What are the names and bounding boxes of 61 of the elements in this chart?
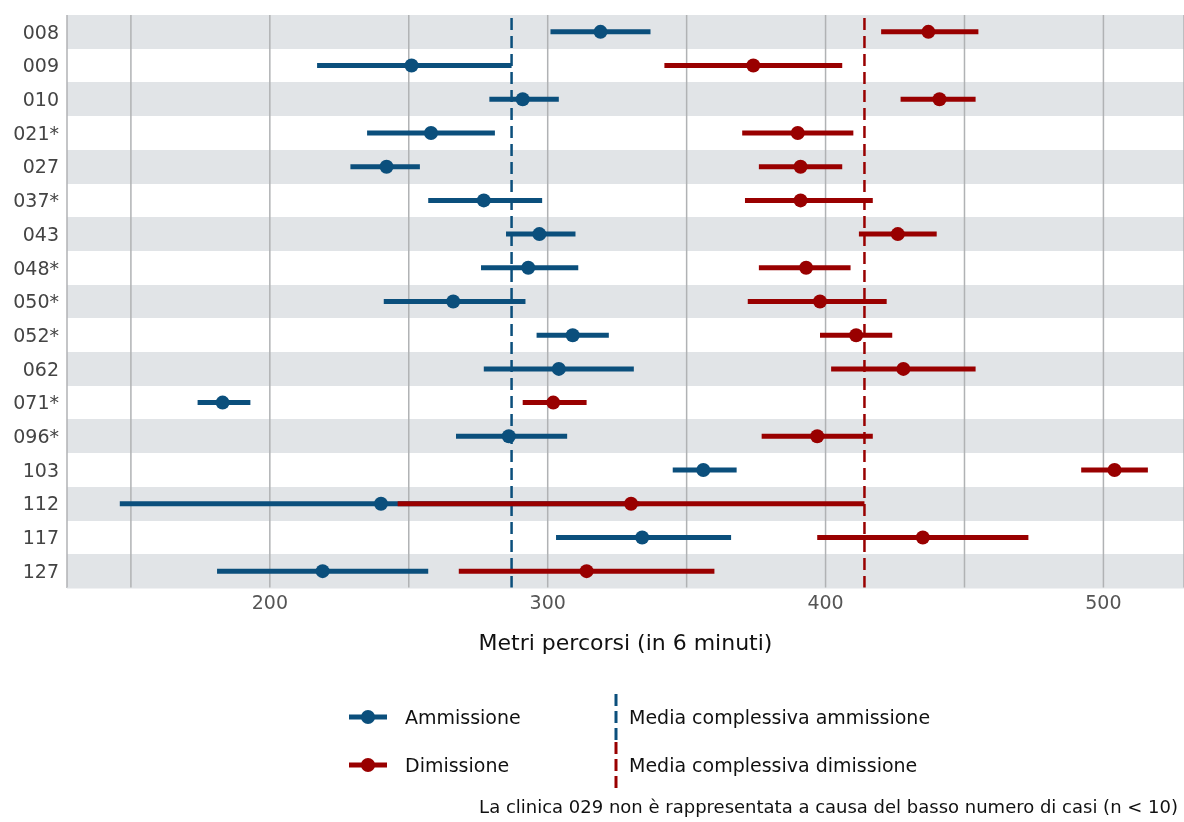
y-tick-label: 071* — [13, 391, 59, 414]
point — [1107, 463, 1122, 478]
y-tick-label: 052* — [13, 323, 59, 346]
y-tick-label: 037* — [13, 189, 59, 212]
point — [373, 496, 388, 511]
x-tick-label: 400 — [807, 591, 844, 614]
point — [696, 463, 711, 478]
y-tick-label: 062 — [22, 357, 59, 380]
y-tick-label: 010 — [22, 88, 59, 111]
point — [890, 227, 905, 242]
y-tick-label: 050* — [13, 290, 59, 313]
point — [635, 530, 650, 545]
point — [424, 125, 438, 140]
legend-label: Media complessiva ammissione — [629, 706, 931, 728]
point — [532, 227, 547, 242]
y-tick-label: 021* — [13, 121, 59, 144]
y-tick-label: 127 — [22, 559, 59, 582]
x-tick-label: 200 — [251, 591, 288, 614]
y-tick-label: 008 — [22, 20, 59, 43]
x-tick-label: 300 — [529, 591, 566, 614]
point — [810, 429, 825, 444]
point — [849, 328, 864, 343]
point — [379, 159, 394, 174]
legend-label: Media complessiva dimissione — [629, 754, 918, 776]
point — [565, 328, 580, 343]
text: La clinica 029 non è rappresentata a causa del basso numero di casi (n < 10) — [479, 796, 1178, 817]
legend-label: Ammissione — [405, 706, 521, 728]
point — [813, 294, 827, 309]
y-tick-label: 112 — [22, 492, 59, 515]
point — [476, 193, 491, 208]
y-tick-label: 043 — [22, 222, 59, 245]
point — [446, 294, 461, 309]
point — [793, 159, 808, 174]
y-tick-label: 048* — [13, 256, 59, 279]
point — [624, 496, 639, 511]
point — [404, 58, 419, 73]
point — [746, 58, 761, 73]
point — [793, 193, 808, 208]
y-tick-label: 117 — [22, 526, 59, 549]
point — [521, 260, 536, 275]
point — [215, 395, 230, 410]
point — [921, 24, 936, 39]
y-tick-label: 027 — [22, 155, 59, 178]
point — [896, 361, 911, 376]
point — [551, 361, 566, 376]
point — [790, 125, 805, 140]
y-tick-label: 009 — [22, 54, 59, 77]
point — [932, 92, 947, 107]
y-tick-label: 103 — [22, 458, 59, 481]
point — [515, 92, 530, 107]
y-tick-label: 096* — [13, 425, 59, 448]
point — [315, 564, 330, 579]
point — [546, 395, 561, 410]
point — [915, 530, 930, 545]
legend-label: Dimissione — [405, 754, 510, 776]
point — [501, 429, 516, 444]
point — [593, 24, 608, 39]
x-axis-title: Metri percorsi (in 6 minuti) — [478, 630, 773, 655]
point — [799, 260, 814, 275]
point — [579, 564, 594, 579]
x-tick-label: 500 — [1085, 591, 1122, 614]
